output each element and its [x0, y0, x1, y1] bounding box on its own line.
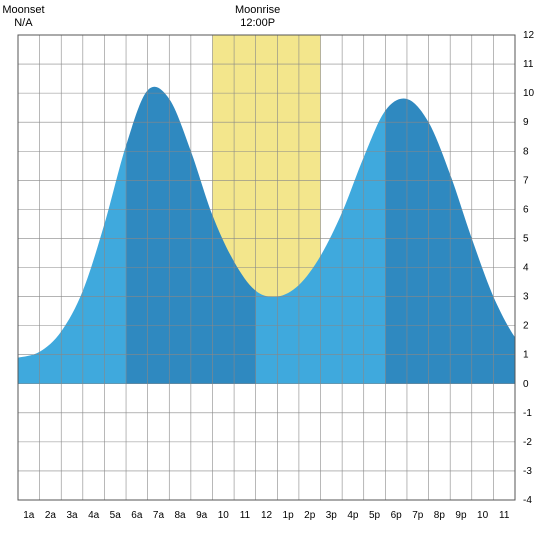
- svg-text:10: 10: [523, 88, 535, 99]
- svg-text:12: 12: [523, 30, 535, 41]
- tide-chart: -4-3-2-101234567891011121a2a3a4a5a6a7a8a…: [0, 0, 550, 550]
- svg-text:9p: 9p: [455, 510, 467, 521]
- svg-text:4p: 4p: [347, 510, 359, 521]
- moonset-value: N/A: [2, 17, 44, 30]
- svg-text:6p: 6p: [391, 510, 403, 521]
- svg-text:5: 5: [523, 233, 529, 244]
- svg-text:11: 11: [499, 510, 510, 521]
- svg-text:2a: 2a: [45, 510, 57, 521]
- svg-text:12: 12: [261, 510, 273, 521]
- chart-svg: -4-3-2-101234567891011121a2a3a4a5a6a7a8a…: [0, 0, 550, 550]
- svg-text:6a: 6a: [131, 510, 143, 521]
- svg-text:10: 10: [218, 510, 230, 521]
- svg-text:-1: -1: [523, 408, 532, 419]
- moonrise-value: 12:00P: [235, 17, 280, 30]
- svg-text:9a: 9a: [196, 510, 208, 521]
- svg-text:5a: 5a: [110, 510, 122, 521]
- svg-text:11: 11: [523, 59, 534, 70]
- svg-text:0: 0: [523, 379, 529, 390]
- svg-text:8: 8: [523, 146, 529, 157]
- svg-text:8p: 8p: [434, 510, 446, 521]
- svg-text:7: 7: [523, 175, 529, 186]
- svg-text:2p: 2p: [304, 510, 316, 521]
- svg-text:5p: 5p: [369, 510, 381, 521]
- svg-text:3a: 3a: [66, 510, 78, 521]
- svg-text:1p: 1p: [283, 510, 295, 521]
- moonset-title: Moonset: [2, 4, 44, 17]
- moonrise-title: Moonrise: [235, 4, 280, 17]
- svg-text:8a: 8a: [175, 510, 187, 521]
- svg-text:1: 1: [523, 350, 529, 361]
- svg-text:7a: 7a: [153, 510, 165, 521]
- svg-text:6: 6: [523, 204, 529, 215]
- svg-text:4a: 4a: [88, 510, 100, 521]
- svg-text:7p: 7p: [412, 510, 424, 521]
- svg-text:1a: 1a: [23, 510, 35, 521]
- svg-text:-2: -2: [523, 437, 532, 448]
- svg-text:10: 10: [477, 510, 489, 521]
- svg-text:3: 3: [523, 292, 529, 303]
- svg-text:11: 11: [240, 510, 251, 521]
- svg-text:3p: 3p: [326, 510, 338, 521]
- svg-text:2: 2: [523, 321, 529, 332]
- svg-text:-4: -4: [523, 495, 532, 506]
- moonrise-label: Moonrise 12:00P: [235, 4, 280, 30]
- svg-text:4: 4: [523, 263, 529, 274]
- svg-text:9: 9: [523, 117, 529, 128]
- moonset-label: Moonset N/A: [2, 4, 44, 30]
- svg-text:-3: -3: [523, 466, 532, 477]
